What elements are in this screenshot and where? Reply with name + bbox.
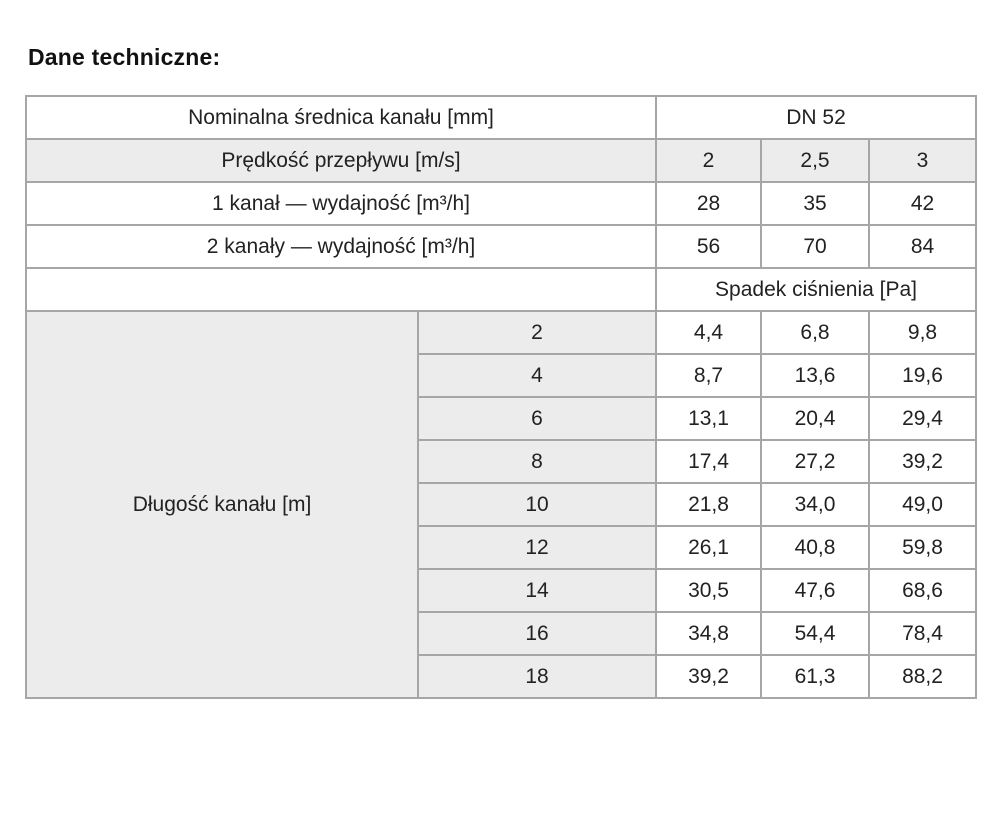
table-row-length: Długość kanału [m] 2 4,4 6,8 9,8 [25,310,978,699]
pressure-value: 29,4 [867,396,978,441]
table-row-diameter: Nominalna średnica kanału [mm] DN 52 [25,95,978,140]
pressure-value: 9,8 [867,310,978,355]
pressure-value: 59,8 [867,525,978,570]
pressure-value: 19,6 [867,353,978,398]
table-row-capacity-1: 1 kanał — wydajność [m³/h] 28 35 42 [25,181,978,226]
table-row-length: 8 17,4 27,2 39,2 [26,439,978,484]
pressure-value: 54,4 [760,611,870,656]
capacity-value: 84 [867,224,978,269]
table-row-capacity-2: 2 kanały — wydajność [m³/h] 56 70 84 [25,224,978,269]
spec-value-diameter: DN 52 [654,95,978,140]
spec-label-capacity-1: 1 kanał — wydajność [m³/h] [25,181,657,226]
pressure-value: 20,4 [760,396,870,441]
capacity-value: 42 [867,181,978,226]
pressure-value: 88,2 [867,654,978,699]
length-value: 8 [417,439,657,484]
pressure-value: 8,7 [655,353,762,398]
length-value: 18 [417,654,657,699]
pressure-value: 34,8 [655,611,762,656]
table-row-length: 10 21,8 34,0 49,0 [26,482,978,527]
pressure-value: 6,8 [760,310,870,355]
pressure-value: 78,4 [867,611,978,656]
length-value: 10 [417,482,657,527]
capacity-value: 35 [760,181,870,226]
technical-data-page: Dane techniczne: Nominalna średnica kana… [25,44,978,699]
pressure-value: 49,0 [867,482,978,527]
pressure-value: 21,8 [655,482,762,527]
spec-label-diameter: Nominalna średnica kanału [mm] [25,95,657,140]
pressure-value: 26,1 [655,525,762,570]
velocity-value: 2 [655,138,762,183]
velocity-value: 3 [867,138,978,183]
table-row-length: 6 13,1 20,4 29,4 [26,396,978,441]
pressure-value: 47,6 [760,568,870,613]
pressure-value: 30,5 [655,568,762,613]
length-header-cell: Długość kanału [m] [25,310,419,699]
table-row-length: 12 26,1 40,8 59,8 [26,525,978,570]
length-value: 4 [417,353,657,398]
capacity-value: 28 [655,181,762,226]
capacity-value: 56 [655,224,762,269]
pressure-value: 34,0 [760,482,870,527]
length-value: 16 [417,611,657,656]
pressure-value: 40,8 [760,525,870,570]
spec-label-capacity-2: 2 kanały — wydajność [m³/h] [25,224,657,269]
length-value: 14 [417,568,657,613]
pressure-value: 13,1 [655,396,762,441]
length-value: 6 [417,396,657,441]
pressure-value: 27,2 [760,439,870,484]
table-row-pressure-header: Spadek ciśnienia [Pa] [25,267,978,312]
pressure-value: 4,4 [655,310,762,355]
pressure-value: 61,3 [760,654,870,699]
table-row-length: 14 30,5 47,6 68,6 [26,568,978,613]
pressure-value: 17,4 [655,439,762,484]
pressure-value: 39,2 [867,439,978,484]
pressure-value: 68,6 [867,568,978,613]
spec-label-velocity: Prędkość przepływu [m/s] [25,138,657,183]
length-value: 12 [417,525,657,570]
pressure-drop-header: Spadek ciśnienia [Pa] [654,267,978,312]
table-row-length: 16 34,8 54,4 78,4 [26,611,978,656]
velocity-value: 2,5 [760,138,870,183]
pressure-value: 39,2 [655,654,762,699]
empty-cell [25,267,657,312]
table-row-velocity: Prędkość przepływu [m/s] 2 2,5 3 [25,138,978,183]
table-row-length: 18 39,2 61,3 88,2 [26,654,978,699]
capacity-value: 70 [760,224,870,269]
page-title: Dane techniczne: [28,44,221,70]
length-value: 2 [417,310,657,355]
pressure-value: 13,6 [760,353,870,398]
table-row-length: 4 8,7 13,6 19,6 [26,353,978,398]
technical-data-table: Nominalna średnica kanału [mm] DN 52 Prę… [25,95,978,699]
